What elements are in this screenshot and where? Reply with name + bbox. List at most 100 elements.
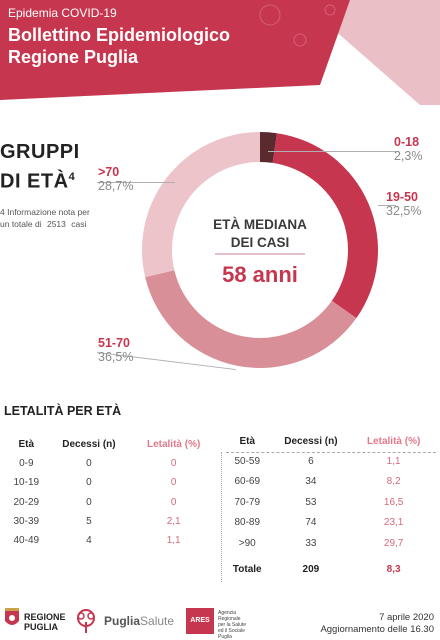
slice-name-51-70: 51-70	[98, 336, 130, 350]
title-line-2: Regione Puglia	[8, 47, 139, 67]
cell-lethality: 2,1	[166, 516, 181, 528]
note-text-2: un totale di	[0, 219, 42, 229]
header-banner: Epidemia COVID-19 Bollettino Epidemiolog…	[0, 0, 440, 110]
table-row: 70-79 53 16,5	[225, 492, 435, 513]
puglia-word: Puglia	[104, 614, 141, 628]
puglia-salute-tree-icon	[77, 609, 95, 633]
note-text-1: Informazione nota per	[7, 207, 90, 217]
regione-line-2: PUGLIA	[24, 622, 59, 632]
header-subtitle: Epidemia COVID-19	[8, 6, 117, 20]
col-letalita: Letalità (%)	[146, 438, 201, 450]
cell-lethality: 1,1	[166, 535, 181, 547]
slice-name-over-70: >70	[98, 165, 120, 179]
note-total: 2513	[46, 219, 66, 229]
title-line-1: Bollettino Epidemiologico	[8, 25, 230, 45]
table-divider	[221, 452, 222, 582]
ares-text-3: per la Salute	[218, 622, 247, 628]
label-0-18: 0-18 2,3%	[394, 135, 423, 163]
col-eta: Età	[239, 435, 256, 447]
ares-text-2: Regionale	[218, 616, 241, 622]
median-label-line-1: ETÀ MEDIANA	[213, 217, 307, 232]
donut-slice-19-50	[272, 133, 378, 319]
col-eta: Età	[18, 438, 35, 450]
cell-age: 70-79	[234, 496, 261, 508]
leader-19-50	[378, 205, 396, 206]
cell-lethality: 1,1	[386, 455, 401, 467]
cell-age: 20-29	[13, 496, 40, 508]
date-text: 7 aprile 2020	[379, 612, 434, 623]
median-label: ETÀ MEDIANA DEI CASI	[190, 216, 330, 252]
slice-pct-51-70: 36,5%	[98, 350, 134, 364]
cell-age: 30-39	[13, 516, 40, 528]
cell-lethality: 8,2	[386, 476, 401, 488]
donut-slice-51-70	[145, 270, 357, 368]
lethality-table-right: Età Decessi (n) Letalità (%) 50-59 6 1,1 60…	[225, 431, 435, 575]
table-header-row: Età Decessi (n) Letalità (%)	[225, 431, 435, 451]
note-text-3: casi	[71, 219, 87, 229]
cell-age: 0-9	[19, 458, 34, 470]
slice-name-19-50: 19-50	[386, 190, 418, 204]
cell-age: 50-59	[234, 455, 261, 467]
cell-lethality: 29,7	[383, 537, 404, 549]
table-row: >90 33 29,7	[225, 533, 435, 554]
table-row: 50-59 6 1,1	[225, 451, 435, 472]
banner-shape	[0, 0, 440, 105]
col-decessi: Decessi (n)	[284, 435, 338, 447]
regione-line-1: REGIONE	[24, 612, 66, 622]
cell-lethality: 23,1	[383, 517, 404, 529]
slice-pct-0-18: 2,3%	[394, 149, 423, 163]
cell-deaths: 4	[86, 535, 92, 547]
table-row: 60-69 34 8,2	[225, 472, 435, 493]
cell-lethality: 0	[170, 496, 177, 508]
table-row: 20-29 0 0	[6, 493, 216, 512]
cell-deaths: 0	[86, 477, 92, 489]
col-letalita: Letalità (%)	[366, 435, 421, 447]
cell-lethality: 16,5	[383, 496, 404, 508]
age-donut-chart	[142, 132, 378, 368]
ares-text-1: Agenzia	[218, 610, 237, 616]
slice-name-0-18: 0-18	[394, 135, 420, 149]
cell-deaths: 74	[305, 517, 317, 529]
cell-deaths: 34	[305, 476, 317, 488]
cell-deaths: 33	[305, 537, 317, 549]
ares-logo-text: Agenzia Regionale per la Salute ed il So…	[218, 610, 258, 640]
cell-deaths: 5	[86, 516, 92, 528]
lethality-table-left: Età Decessi (n) Letalità (%) 0-9 0 0 10-19 0…	[6, 434, 216, 550]
age-groups-title: GRUPPI DI ETÀ4	[0, 140, 80, 195]
regione-puglia-crest-icon	[5, 608, 19, 625]
leader-0-18	[268, 151, 396, 152]
median-value: 58 anni	[222, 262, 298, 287]
table-row: 0-9 0 0	[6, 454, 216, 473]
median-divider	[215, 253, 305, 255]
update-text: Aggiornamento delle 16.30	[320, 624, 434, 635]
ares-logo: ARES	[186, 608, 214, 634]
label-19-50: 19-50 32,5%	[386, 190, 421, 218]
median-label-line-2: DEI CASI	[230, 235, 290, 250]
slice-pct-19-50: 32,5%	[386, 204, 422, 218]
age-groups-note: 4 Informazione nota per un totale di 251…	[0, 206, 90, 230]
cell-deaths: 53	[305, 496, 317, 508]
ares-text-4: ed il Sociale	[218, 628, 245, 634]
page-title: Bollettino Epidemiologico Regione Puglia	[8, 24, 230, 68]
slice-pct-over-70: 28,7%	[98, 179, 134, 193]
cell-age: 40-49	[13, 535, 40, 547]
cell-deaths: 6	[308, 455, 314, 467]
total-label: Totale	[232, 563, 262, 575]
donut-slice-over-70	[142, 132, 260, 278]
header-separator	[226, 452, 436, 453]
col-decessi: Decessi (n)	[62, 438, 116, 450]
ares-text-5: Puglia	[218, 634, 232, 640]
cell-deaths: 0	[86, 458, 92, 470]
cell-age: 80-89	[234, 517, 261, 529]
regione-puglia-logo-text: REGIONE PUGLIA	[24, 612, 66, 632]
cell-age: 10-19	[13, 477, 40, 489]
leader-over-70	[97, 182, 175, 183]
salute-word: Salute	[140, 614, 175, 628]
note-marker: 4	[0, 207, 5, 217]
donut-slice-0-18	[260, 132, 277, 163]
total-deaths: 209	[302, 563, 320, 575]
cell-age: >90	[238, 537, 256, 549]
table-row: 80-89 74 23,1	[225, 513, 435, 534]
age-title-line-1: GRUPPI	[0, 141, 80, 163]
puglia-salute-logo-text: PugliaSalute	[104, 614, 174, 628]
